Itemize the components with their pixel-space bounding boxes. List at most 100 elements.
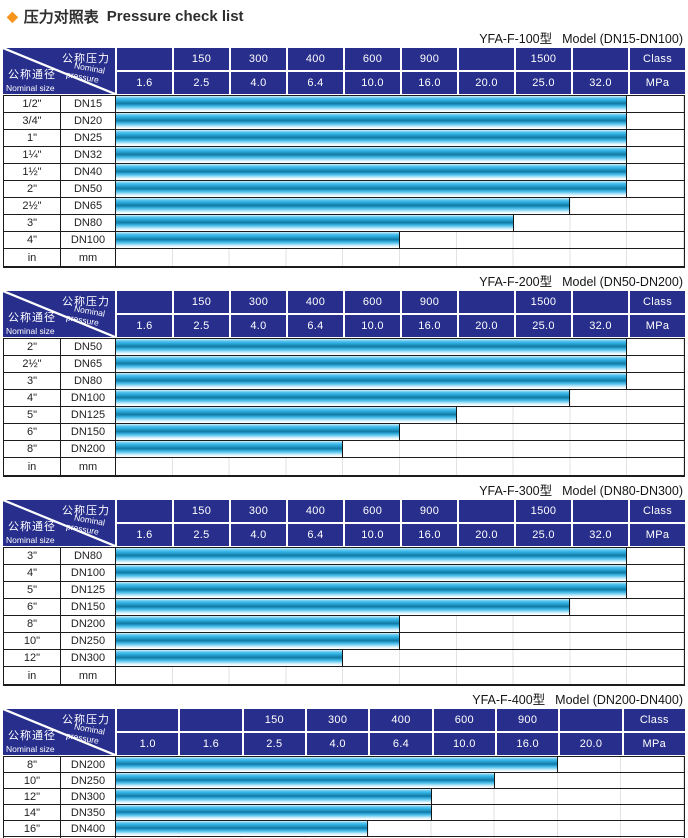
size-cell: 1¼" [4, 147, 61, 163]
dn-cell: DN125 [61, 407, 116, 423]
pressure-cells [116, 215, 684, 231]
model-range: Model (DN50-DN200) [562, 275, 683, 289]
pressure-range-bar [116, 96, 628, 112]
pressure-range-bar [116, 599, 571, 615]
pressure-cells [116, 390, 684, 406]
pressure-range-bar [116, 424, 400, 440]
size-cell: 6" [4, 599, 61, 615]
corner-label-pressure-zh: 公称压力 [62, 714, 110, 726]
model-range: Model (DN80-DN300) [562, 484, 683, 498]
dn-cell: DN150 [61, 424, 116, 440]
class-header-cell: Class [630, 291, 685, 313]
pressure-table: YFA-F-400型 Model (DN200-DN400) 公称压力 Nominal… [3, 694, 685, 838]
table-row: 3/4" DN20 [4, 113, 684, 130]
mpa-header-cell: 16.0 [402, 315, 457, 337]
dn-cell: DN80 [61, 215, 116, 231]
class-header-cell: Class [630, 48, 685, 70]
pressure-cells [116, 164, 684, 180]
size-cell: 3" [4, 548, 61, 564]
size-cell: 16" [4, 821, 61, 836]
mpa-header-cell: 16.0 [402, 72, 457, 94]
corner-cell: 公称压力 Nominal pressure 公称通径 Nominal size [3, 709, 115, 755]
pressure-range-bar [116, 773, 495, 788]
pressure-range-bar [116, 232, 400, 248]
page-title: ◆ 压力对照表 Pressure check list [7, 7, 688, 26]
class-header-cell: Class [623, 709, 685, 731]
table-row: 1/2" DN15 [4, 96, 684, 113]
table-row: 10" DN250 [4, 633, 684, 650]
pressure-table: YFA-F-100型 Model (DN15-DN100) 公称压力 Nominal p… [3, 33, 685, 268]
pressure-range-bar [116, 441, 344, 457]
size-cell: 3/4" [4, 113, 61, 129]
dn-cell: mm [61, 667, 116, 684]
mpa-header-cell: 6.4 [288, 72, 343, 94]
corner-cell: 公称压力 Nominal pressure 公称通径 Nominal size [3, 291, 115, 337]
mpa-header-cell: 20.0 [560, 733, 622, 755]
pressure-range-bar [116, 548, 628, 564]
table-row: 2½" DN65 [4, 198, 684, 215]
size-cell: 3" [4, 215, 61, 231]
pressure-cells [116, 356, 684, 372]
pressure-range-bar [116, 390, 571, 406]
pressure-range-bar [116, 215, 514, 231]
model-code: YFA-F-200型 [479, 275, 553, 289]
class-header-cell: 400 [288, 48, 343, 70]
pressure-range-bar [116, 565, 628, 581]
pressure-cells [116, 424, 684, 440]
dn-cell: mm [61, 249, 116, 266]
size-cell: 2½" [4, 356, 61, 372]
table-body: 2" DN50 2½" DN65 3" DN80 4" DN100 5" DN125 6" DN150… [3, 338, 685, 477]
corner-label-size-zh: 公称通径 [8, 312, 56, 324]
dn-cell: DN400 [61, 821, 116, 836]
class-header-cell [180, 709, 242, 731]
pressure-cells [116, 407, 684, 423]
pressure-cells [116, 458, 684, 475]
corner-label-size-en: Nominal size [6, 535, 55, 545]
table-row: 16" DN400 [4, 821, 684, 837]
dn-cell: DN25 [61, 130, 116, 146]
table-row: 3" DN80 [4, 548, 684, 565]
size-cell: 6" [4, 424, 61, 440]
size-cell: 4" [4, 390, 61, 406]
dn-cell: DN100 [61, 232, 116, 248]
table-row: 2" DN50 [4, 339, 684, 356]
pressure-range-bar [116, 356, 628, 372]
pressure-range-bar [116, 339, 628, 355]
class-header-cell: 600 [433, 709, 495, 731]
table-header: 公称压力 Nominal pressure 公称通径 Nominal size 150 30… [3, 709, 685, 755]
table-row: 4" DN100 [4, 565, 684, 582]
diagonal-divider [3, 709, 115, 755]
dn-cell: DN80 [61, 373, 116, 389]
table-row: 8" DN200 [4, 757, 684, 773]
table-body: 1/2" DN15 3/4" DN20 1" DN25 1¼" DN32 1½" DN40 2" DN… [3, 95, 685, 268]
pressure-cells [116, 113, 684, 129]
table-row: 8" DN200 [4, 441, 684, 458]
dn-cell: DN200 [61, 441, 116, 457]
pressure-table: YFA-F-200型 Model (DN50-DN200) 公称压力 Nominal p… [3, 276, 685, 477]
mpa-header-cell: 1.6 [117, 72, 172, 94]
model-code: YFA-F-400型 [472, 693, 546, 707]
class-header-cell: 900 [402, 291, 457, 313]
size-cell: in [4, 458, 61, 475]
size-cell: 8" [4, 616, 61, 632]
mpa-header-cell: 6.4 [370, 733, 432, 755]
class-header-cell: 300 [231, 48, 286, 70]
mpa-header-cell: 25.0 [516, 315, 571, 337]
corner-label-size-en: Nominal size [6, 744, 55, 754]
mpa-header-cell: MPa [623, 733, 685, 755]
diagonal-divider [3, 500, 115, 546]
table-body: 8"DN20010"DN25012"DN30014"DN35016"DN400i… [3, 756, 685, 838]
table-row: 3" DN80 [4, 215, 684, 232]
class-header-cell [459, 48, 514, 70]
mpa-header-cell: 25.0 [516, 524, 571, 546]
corner-label-size-zh: 公称通径 [8, 521, 56, 533]
dn-cell: DN65 [61, 198, 116, 214]
mpa-header-cell: MPa [630, 524, 685, 546]
size-cell: 1½" [4, 164, 61, 180]
class-header-cell [459, 291, 514, 313]
pressure-cells [116, 548, 684, 564]
table-row: 12" DN300 [4, 789, 684, 805]
class-header-cell: 400 [370, 709, 432, 731]
size-cell: 5" [4, 582, 61, 598]
